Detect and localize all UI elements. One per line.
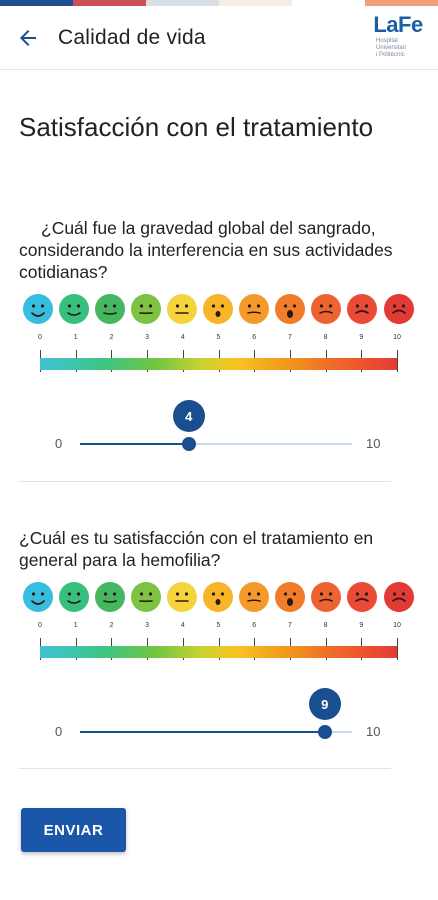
hospital-logo: LaFe Hospital Universitari i Politècnic <box>373 12 423 59</box>
scale-tick-label: 2 <box>109 334 114 341</box>
face-icon <box>131 294 162 324</box>
question-1-text: ¿Cuál fue la gravedad global del sangrad… <box>19 218 393 282</box>
face-icon <box>95 582 126 612</box>
color-scale-bar-2 <box>40 646 397 658</box>
scale-tick-label: 4 <box>180 622 185 629</box>
scale-tick-label: 5 <box>216 622 221 629</box>
color-scale-bar-1 <box>40 358 397 370</box>
scale-tick-label: 7 <box>287 622 292 629</box>
scale-tick-label: 3 <box>145 622 150 629</box>
face-icon <box>59 294 90 324</box>
page-title: Satisfacción con el tratamiento <box>19 112 374 142</box>
face-icon <box>239 582 270 612</box>
app-bar-title: Calidad de vida <box>58 25 206 49</box>
scale-tick-label: 3 <box>145 334 150 341</box>
app-bar: Calidad de vida LaFe Hospital Universita… <box>0 6 438 70</box>
top-color-stripe <box>0 0 438 6</box>
scale-tick-label: 1 <box>73 622 78 629</box>
face-icon <box>239 294 270 324</box>
scale-tick-label: 5 <box>216 334 221 341</box>
slider-value-bubble: 9 <box>308 688 341 720</box>
scale-tick-label: 1 <box>73 334 78 341</box>
emoji-scale-2 <box>23 582 416 616</box>
scale-tick-label: 10 <box>393 334 401 341</box>
scale-tick-label: 8 <box>323 334 328 341</box>
face-icon <box>167 294 198 324</box>
scale-tick-labels-1: 0 1 2 3 4 5 6 7 8 9 10 <box>23 334 416 348</box>
slider-thumb[interactable] <box>317 725 332 739</box>
scale-tick-label: 10 <box>393 622 401 629</box>
slider-max-label: 10 <box>366 724 381 739</box>
scale-tick-label: 4 <box>180 334 185 341</box>
face-icon <box>347 582 378 612</box>
slider-fill <box>80 443 189 445</box>
severity-slider[interactable]: 0 10 4 <box>0 400 438 480</box>
satisfaction-slider[interactable]: 0 10 9 <box>0 688 438 768</box>
scale-tick-label: 6 <box>252 334 257 341</box>
scale-tick-label: 0 <box>38 622 42 629</box>
face-icon <box>383 582 414 612</box>
scale-tick-label: 8 <box>323 622 328 629</box>
arrow-left-icon <box>20 29 36 46</box>
face-icon <box>347 294 378 324</box>
face-icon <box>275 582 306 612</box>
slider-min-label: 0 <box>55 436 63 451</box>
section-divider <box>19 481 391 482</box>
face-icon <box>59 582 90 612</box>
slider-min-label: 0 <box>55 724 63 739</box>
scale-tick-label: 2 <box>109 622 114 629</box>
face-icon <box>95 294 126 324</box>
emoji-scale-1 <box>23 294 416 328</box>
slider-fill <box>80 731 325 733</box>
face-icon <box>203 582 234 612</box>
scale-tick-mark <box>397 638 398 660</box>
face-icon <box>23 582 53 612</box>
face-icon <box>311 582 342 612</box>
scale-tick-label: 7 <box>287 334 292 341</box>
face-icon <box>203 294 234 324</box>
face-icon <box>311 294 342 324</box>
slider-max-label: 10 <box>366 436 381 451</box>
face-icon <box>167 582 198 612</box>
face-icon <box>131 582 162 612</box>
submit-button[interactable]: ENVIAR <box>21 808 126 852</box>
section-divider <box>19 768 391 769</box>
slider-track[interactable] <box>80 443 352 445</box>
scale-tick-label: 9 <box>359 334 364 341</box>
scale-tick-labels-2: 0 1 2 3 4 5 6 7 8 9 10 <box>23 622 416 636</box>
slider-value-bubble: 4 <box>172 400 205 432</box>
face-icon <box>383 294 414 324</box>
scale-tick-label: 9 <box>359 622 364 629</box>
scale-tick-label: 0 <box>38 334 42 341</box>
scale-tick-label: 6 <box>252 622 257 629</box>
face-icon <box>275 294 306 324</box>
slider-thumb[interactable] <box>181 437 196 451</box>
scale-tick-mark <box>397 350 398 372</box>
back-button[interactable] <box>0 6 56 70</box>
face-icon <box>23 294 53 324</box>
question-2-text: ¿Cuál es tu satisfacción con el tratamie… <box>19 528 374 570</box>
